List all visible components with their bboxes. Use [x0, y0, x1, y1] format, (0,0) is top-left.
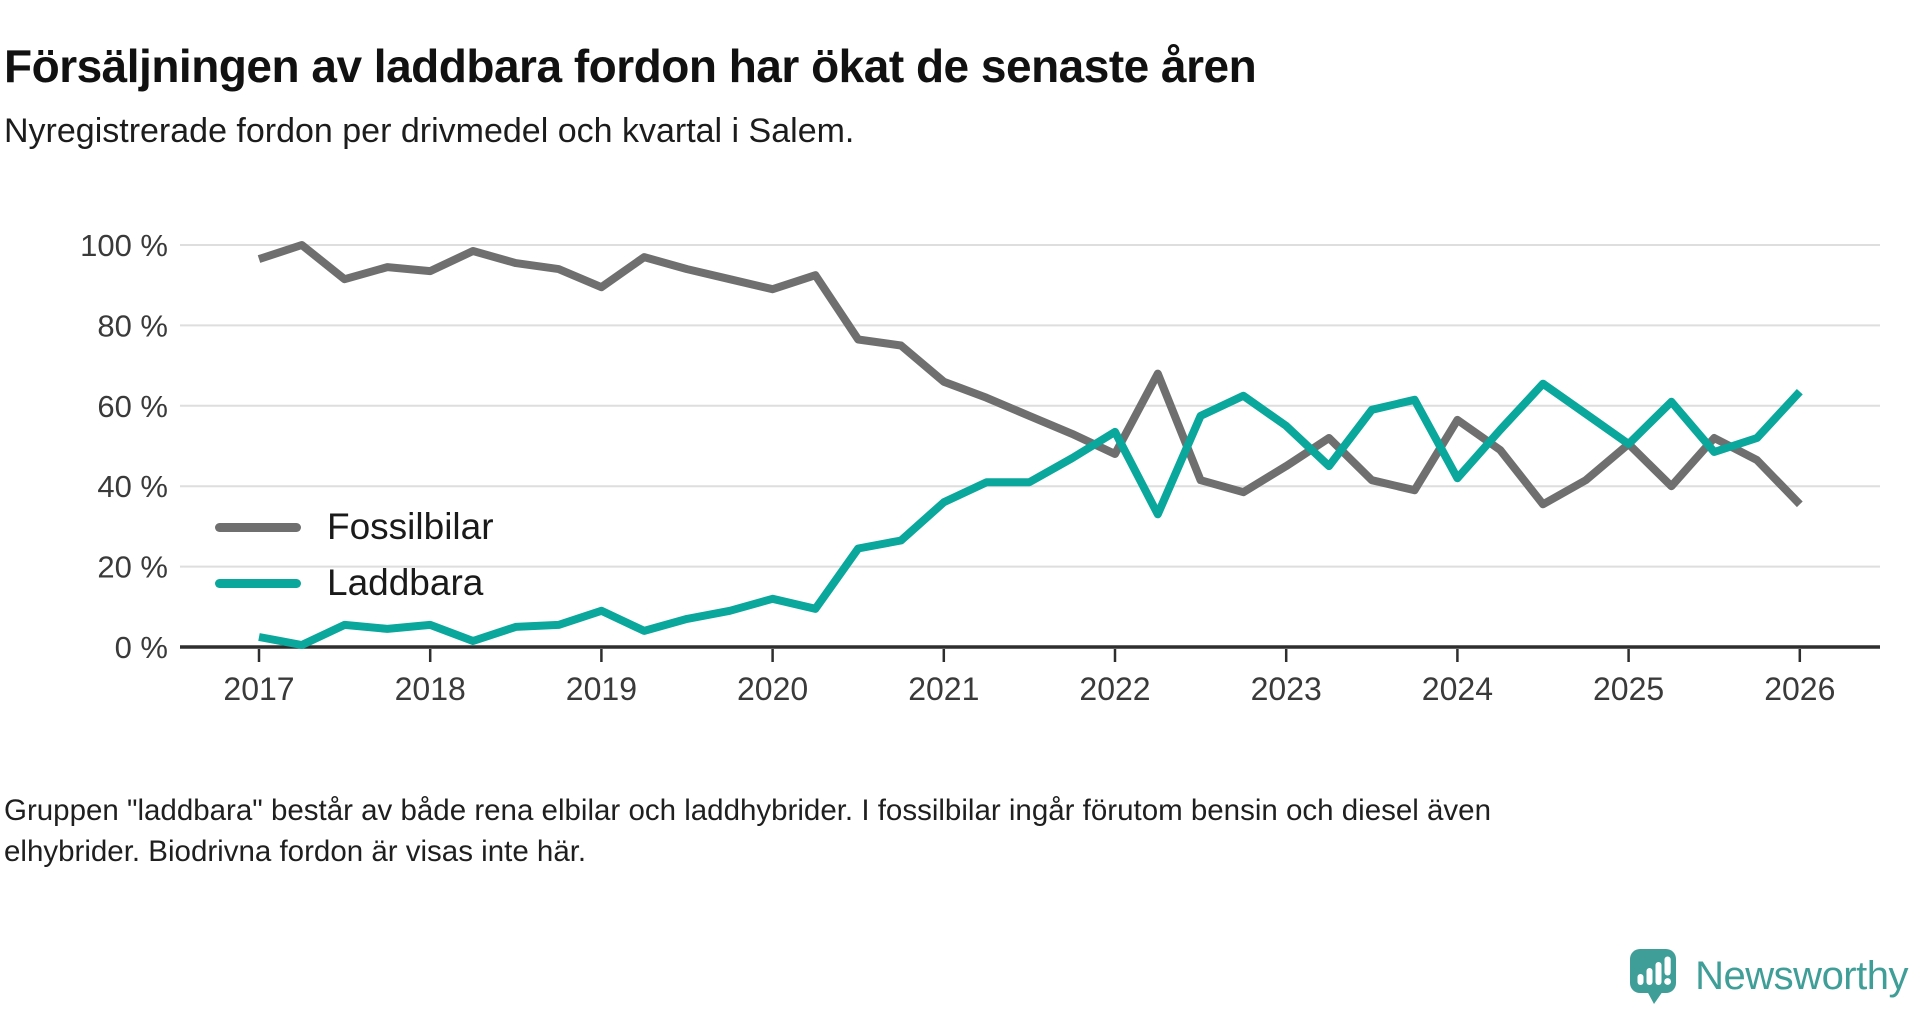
legend: Fossilbilar Laddbara [215, 506, 494, 604]
x-tick-label-2020: 2020 [737, 671, 808, 707]
series-line-fossilbilar [257, 241, 1803, 509]
x-tick-label-2023: 2023 [1251, 671, 1322, 707]
x-tick-label-2017: 2017 [223, 671, 294, 707]
x-tick-label-2021: 2021 [908, 671, 979, 707]
x-tick-label-2019: 2019 [566, 671, 637, 707]
y-tick-label-80: 80 % [97, 308, 168, 343]
legend-label-laddbara: Laddbara [327, 562, 484, 603]
y-tick-label-0: 0 % [115, 630, 168, 665]
x-tick-label-2024: 2024 [1422, 671, 1493, 707]
y-tick-label-60: 60 % [97, 389, 168, 424]
y-tick-label-40: 40 % [97, 469, 168, 504]
newsworthy-bubble-icon [1630, 949, 1677, 1004]
fossilbilar-line-swatch [215, 522, 301, 532]
x-tick-label-2018: 2018 [395, 671, 466, 707]
newsworthy-logo: Newsworthy [1629, 948, 1908, 1004]
y-tick-label-20: 20 % [97, 550, 168, 585]
x-tick-label-2025: 2025 [1593, 671, 1664, 707]
legend-item-laddbara: Laddbara [215, 562, 494, 604]
chart-subtitle: Nyregistrerade fordon per drivmedel och … [4, 112, 855, 150]
series-line-laddbara [258, 379, 1803, 649]
laddbara-line-swatch [215, 578, 301, 588]
x-tick-label-2026: 2026 [1764, 671, 1835, 707]
legend-label-fossilbilar: Fossilbilar [327, 506, 494, 547]
legend-item-fossilbilar: Fossilbilar [215, 506, 494, 548]
newsworthy-logo-text: Newsworthy [1695, 953, 1908, 998]
x-tick-label-2022: 2022 [1079, 671, 1150, 707]
y-tick-label-100: 100 % [80, 228, 168, 263]
page-title: Försäljningen av laddbara fordon har öka… [4, 39, 1257, 92]
footnote: Gruppen "laddbara" består av både rena e… [4, 794, 1491, 868]
